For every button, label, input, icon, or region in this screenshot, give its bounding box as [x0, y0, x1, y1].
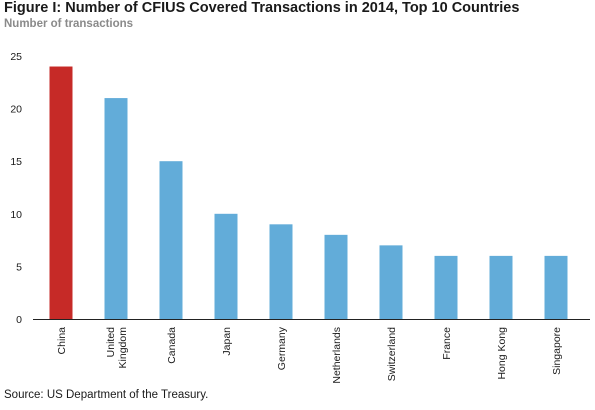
y-tick-label: 0 [16, 314, 22, 326]
bar-singapore [544, 255, 568, 319]
x-tick-label: United Kingdom [105, 327, 129, 369]
x-tick-label-line: Kingdom [117, 327, 129, 369]
bar-france [434, 255, 458, 319]
bar-united-kingdom [104, 98, 128, 319]
chart-title: Figure I: Number of CFIUS Covered Transa… [4, 0, 520, 16]
x-tick-label: Hong Kong [496, 327, 508, 380]
x-axis: China United Kingdom Canada Japan Germany Neth… [33, 319, 590, 384]
x-tick-label: France [441, 327, 453, 360]
x-tick-label-line: Singapore [551, 327, 563, 375]
x-tick-label-line: Hong Kong [496, 327, 508, 380]
y-tick-label: 25 [10, 51, 22, 63]
y-tick-label: 20 [10, 104, 22, 116]
x-tick-label: Canada [166, 327, 178, 364]
y-tick-label: 5 [16, 261, 22, 273]
x-tick-label: Japan [221, 327, 233, 356]
x-tick-label: China [56, 327, 68, 355]
x-tick-label: Singapore [551, 327, 563, 375]
x-tick-label-line: Canada [166, 327, 178, 364]
bar-canada [159, 161, 183, 319]
bar-china [49, 66, 73, 320]
x-tick-label-line: China [56, 327, 68, 355]
x-tick-label-line: Germany [276, 326, 288, 370]
x-tick-label-line: United [105, 327, 117, 358]
x-tick-label: Netherlands [331, 327, 343, 384]
y-tick-label: 15 [10, 156, 22, 168]
bar-japan [214, 213, 238, 319]
x-tick-label: Germany [276, 326, 288, 370]
x-tick-label-line: France [441, 327, 453, 360]
x-tick-label-line: Netherlands [331, 327, 343, 384]
y-axis-label: Number of transactions [4, 18, 134, 30]
y-tick-label: 10 [10, 209, 22, 221]
x-tick-label: Switzerland [386, 327, 398, 381]
x-tick-label-line: Japan [221, 327, 233, 356]
bar-switzerland [379, 245, 403, 319]
x-tick-label-line: Switzerland [386, 327, 398, 381]
y-axis: 0 5 10 15 20 25 [10, 51, 22, 326]
bar-germany [269, 224, 293, 319]
bars [49, 66, 568, 320]
source-note: Source: US Department of the Treasury. [4, 389, 209, 401]
bar-hong-kong [489, 255, 513, 319]
bar-netherlands [324, 234, 348, 319]
